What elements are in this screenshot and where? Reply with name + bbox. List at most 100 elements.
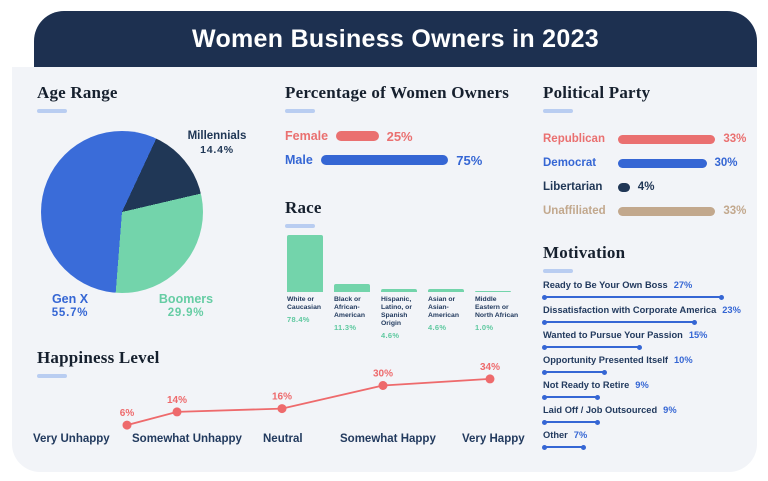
section-women-owners: Percentage of Women Owners Female 25% Male… [285, 83, 525, 172]
race-label-column: Black or African-American 11.3% [334, 296, 370, 340]
bar-label: Female [285, 129, 329, 143]
title-underline [37, 109, 67, 113]
race-bar [428, 288, 464, 292]
bar-value: 75% [456, 152, 483, 168]
motivation-line [541, 419, 601, 425]
card-body: Age Range Millennials 14.4% Gen X 55.7% … [12, 67, 757, 472]
bar-label: Male [285, 153, 313, 167]
motivation-label: Laid Off / Job Outsourced [543, 405, 658, 415]
motivation-value: 9% [635, 380, 649, 390]
motivation-item-head: Dissatisfaction with Corporate America 23… [543, 305, 757, 315]
race-category-label: White or Caucasian [287, 296, 322, 311]
bar-value: 30% [714, 157, 738, 169]
motivation-label: Not Ready to Retire [543, 380, 630, 390]
motivation-item-head: Ready to Be Your Own Boss 27% [543, 280, 757, 290]
race-bar [334, 283, 370, 292]
party-bar-row: Republican 33% [543, 127, 757, 151]
race-label-column: White or Caucasian 78.4% [287, 296, 323, 340]
bar-value: 33% [723, 133, 747, 145]
motivation-item-head: Not Ready to Retire 9% [543, 380, 757, 390]
motivation-item-head: Wanted to Pursue Your Passion 15% [543, 330, 757, 340]
motivation-line [541, 444, 587, 450]
party-bar-row: Libertarian 4% [543, 175, 757, 199]
title-underline [543, 269, 573, 273]
bar [320, 155, 449, 165]
political-party-title: Political Party [543, 83, 651, 102]
race-column [381, 288, 417, 292]
race-value: 78.4% [287, 315, 310, 324]
race-value: 1.0% [475, 323, 494, 332]
motivation-line [541, 394, 601, 400]
race-value: 4.6% [428, 323, 447, 332]
motivation-label: Other [543, 430, 568, 440]
race-category-label: Hispanic, Latino, or Spanish Origin [381, 296, 412, 327]
bar [618, 158, 707, 168]
motivation-item: Dissatisfaction with Corporate America 23… [542, 305, 757, 325]
race-title: Race [285, 198, 322, 217]
motivation-item: Not Ready to Retire 9% [541, 380, 757, 400]
bar [336, 131, 379, 141]
section-motivation: Motivation Ready to Be Your Own Boss 27% D… [541, 243, 757, 455]
race-value: 11.3% [334, 323, 357, 332]
happiness-point-value: 34% [480, 362, 500, 373]
motivation-title: Motivation [543, 243, 626, 262]
race-category-label: Asian or Asian-American [428, 296, 459, 319]
motivation-value: 9% [663, 405, 677, 415]
bar-value: 33% [723, 205, 747, 217]
motivation-value: 10% [674, 355, 693, 365]
happiness-axis-label: Very Unhappy [33, 433, 110, 445]
happiness-point-value: 16% [272, 392, 292, 403]
title-underline [285, 224, 315, 228]
slice-value: 29.9% [167, 307, 205, 319]
slice-label: Gen X [51, 292, 89, 306]
title-underline [543, 109, 573, 113]
race-column [475, 290, 511, 292]
race-bar [381, 288, 417, 292]
bar-value: 25% [386, 128, 413, 144]
bar-label: Libertarian [543, 181, 603, 193]
motivation-value: 27% [673, 280, 693, 290]
happiness-point [277, 404, 287, 414]
happiness-axis-label: Neutral [263, 433, 303, 445]
happiness-point [485, 374, 495, 384]
slice-label: Millennials [187, 130, 247, 142]
owner-bar-row: Male 75% [285, 148, 525, 172]
motivation-item-head: Opportunity Presented Itself 10% [543, 355, 757, 365]
happiness-point [378, 381, 388, 390]
bar [618, 134, 716, 144]
motivation-item: Wanted to Pursue Your Passion 15% [542, 330, 757, 350]
section-age-range: Age Range Millennials 14.4% Gen X 55.7% … [37, 83, 272, 341]
race-column [287, 235, 323, 292]
happiness-point-value: 30% [373, 369, 393, 380]
slice-label: Boomers [158, 292, 214, 306]
race-label-column: Middle Eastern or North African 1.0% [475, 296, 518, 340]
slice-value: 55.7% [51, 307, 89, 319]
section-race: Race White or Caucasian 78.4% Black or Afr… [285, 198, 525, 340]
pie-label-boomers: Boomers 29.9% [152, 292, 220, 319]
motivation-list: Ready to Be Your Own Boss 27% Dissatisfact… [541, 280, 757, 450]
owner-bar-row: Female 25% [285, 124, 525, 148]
race-category-label: Black or African-American [334, 296, 365, 319]
women-owners-bar-chart: Female 25% Male 75% [285, 124, 525, 172]
slice-value: 14.4% [200, 144, 234, 156]
happiness-line-chart: 6% 14% 16% 30% 34% [120, 362, 500, 430]
party-bar-row: Unaffiliated 33% [543, 199, 757, 223]
pie-label-gen-x: Gen X 55.7% [39, 292, 101, 319]
race-column [334, 283, 370, 292]
motivation-value: 23% [722, 305, 741, 315]
age-range-pie-chart [41, 131, 203, 293]
motivation-label: Dissatisfaction with Corporate America [543, 305, 717, 315]
motivation-line [542, 319, 697, 325]
motivation-value: 7% [573, 430, 588, 440]
political-party-bar-chart: Republican 33% Democrat 30% Libertarian 4% Una… [543, 127, 757, 223]
bar-label: Unaffiliated [543, 205, 606, 217]
race-labels: White or Caucasian 78.4% Black or African-… [285, 296, 525, 340]
race-value: 4.6% [381, 331, 400, 340]
motivation-line [542, 344, 641, 350]
happiness-axis-label: Somewhat Happy [340, 433, 436, 445]
bar-label: Republican [543, 133, 605, 145]
bar [618, 182, 630, 192]
race-category-label: Middle Eastern or North African [475, 296, 519, 319]
page-title: Women Business Owners in 2023 [192, 24, 599, 53]
motivation-label: Wanted to Pursue Your Passion [543, 330, 683, 340]
